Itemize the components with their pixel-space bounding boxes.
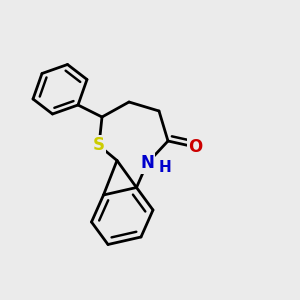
Text: H: H: [159, 160, 171, 175]
Text: N: N: [140, 154, 154, 172]
Text: S: S: [93, 136, 105, 154]
Text: O: O: [188, 138, 202, 156]
